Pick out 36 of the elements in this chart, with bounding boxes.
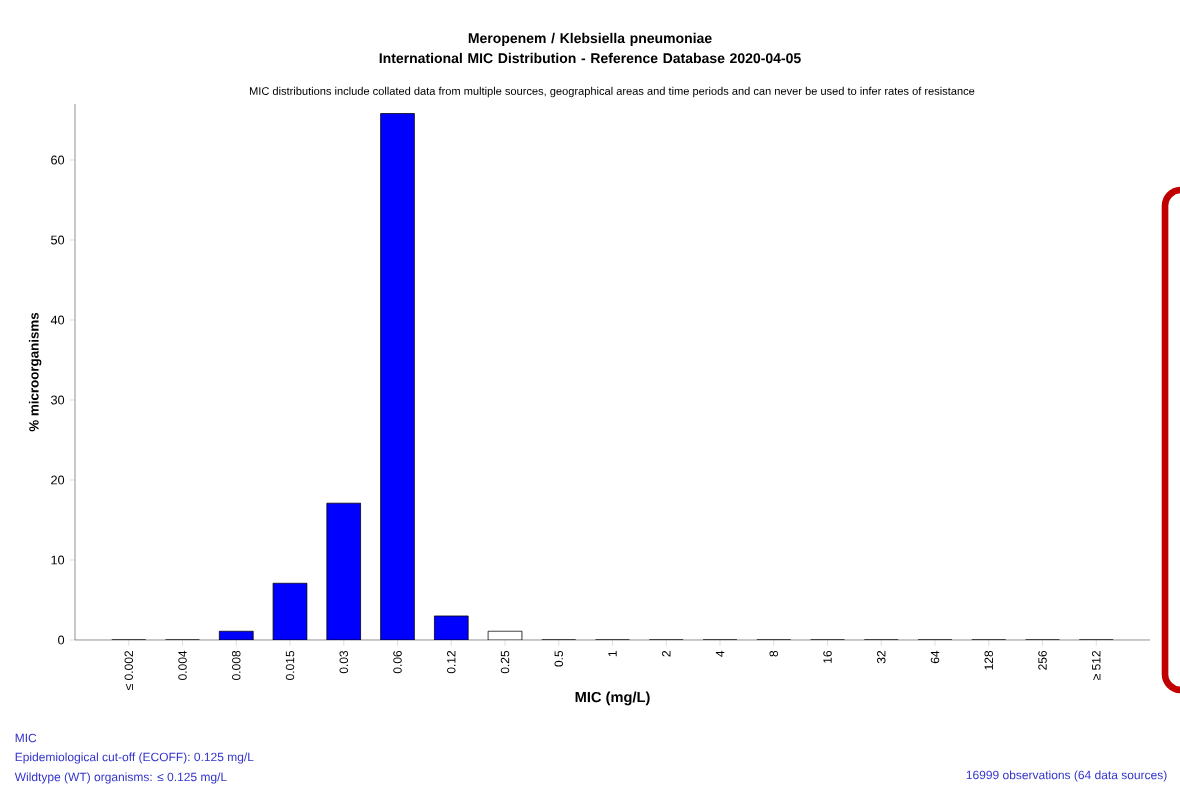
x-tick-label: 0.008 xyxy=(232,650,241,680)
y-tick-label: 10 xyxy=(51,555,65,565)
x-tick-label: 16 xyxy=(823,650,832,663)
x-tick-label: 64 xyxy=(930,650,940,664)
bar xyxy=(380,113,415,640)
y-tick-label: 40 xyxy=(50,315,65,325)
y-tick-label: 0 xyxy=(58,635,65,645)
y-tick-label: 20 xyxy=(51,475,65,485)
y-tick-label: 30 xyxy=(51,395,65,405)
x-tick-label: 256 xyxy=(1038,650,1047,670)
x-tick-label: 0.015 xyxy=(285,650,295,680)
y-axis-title: % microorganisms xyxy=(28,312,42,432)
x-tick-label: 0.12 xyxy=(447,651,456,674)
chart-subtitle: MIC distributions include collated data from multiple sources, geographical areas and time periods and can never be used to infer rates of resistance xyxy=(249,86,975,98)
y-tick-label: 50 xyxy=(51,235,65,245)
y-tick-label: 60 xyxy=(51,155,65,165)
x-tick-label: 0.5 xyxy=(554,650,564,667)
text: Wildtype (WT) organisms: ≤ 0.125 mg/L xyxy=(14,772,227,784)
chart-title: Meropenem / Klebsiella pneumoniae International MIC Distribution - Reference Database 2020-04-05 xyxy=(379,32,801,64)
x-tick-label: 2 xyxy=(662,650,671,657)
x-axis-title: MIC (mg/L) xyxy=(575,691,650,706)
x-tick-label: ≥ 512 xyxy=(1092,651,1101,680)
x-tick-label: ≤ 0.002 xyxy=(124,651,134,690)
x-tick-label: 0.06 xyxy=(393,650,402,674)
x-tick-label: 8 xyxy=(769,650,779,657)
x-tick-label: 128 xyxy=(984,650,994,670)
x-tick-label: 1 xyxy=(608,650,617,657)
bar xyxy=(218,630,254,640)
x-tick-label: 4 xyxy=(715,650,725,657)
text: MIC xyxy=(15,733,37,743)
x-tick-label: 32 xyxy=(877,651,886,664)
text: Epidemiological cut-off (ECOFF): 0.125 mg/L xyxy=(15,752,254,764)
text: 16999 observations (64 data sources) xyxy=(966,770,1167,782)
x-tick-label: 0.03 xyxy=(339,650,349,674)
x-tick-label: 0.004 xyxy=(178,650,187,680)
x-tick-label: 0.25 xyxy=(500,650,510,674)
